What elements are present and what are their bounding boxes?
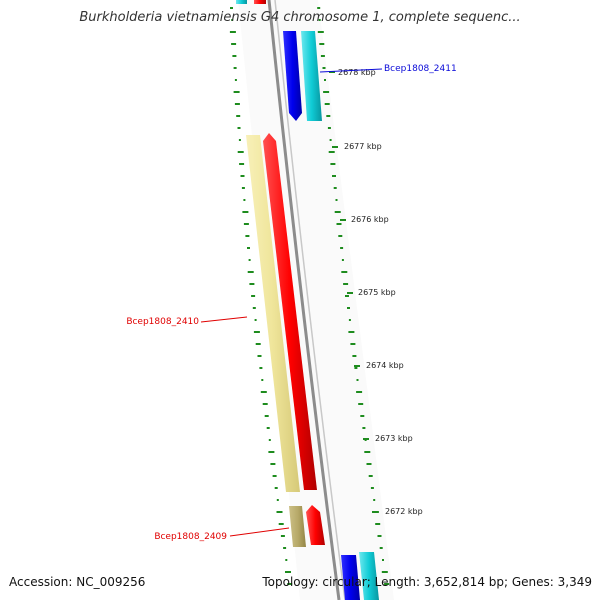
gene-label-leader-2410 (200, 316, 248, 323)
gc-skew-inner-track (229, 7, 293, 585)
gene-label-bcep1808-2409[interactable]: Bcep1808_2409 (154, 532, 227, 542)
gene-label-bcep1808-2411[interactable]: Bcep1808_2411 (384, 64, 457, 74)
feature-bottom-cyan-partial (359, 552, 379, 600)
map-title: Burkholderia vietnamiensis G4 chromosome… (79, 10, 521, 25)
tick-label: 2678 kbp (338, 68, 376, 77)
tick-label: 2677 kbp (344, 142, 382, 151)
position-ticks: 2678 kbp 2677 kbp 2676 kbp 2675 kbp 2674… (329, 68, 423, 516)
gene-bcep1808-2410-cds (263, 133, 317, 490)
tick-label: 2672 kbp (385, 507, 423, 516)
tick-label: 2676 kbp (351, 215, 389, 224)
tick-label: 2673 kbp (375, 434, 413, 443)
gene-bcep1808-2409-gene (289, 506, 306, 547)
gene-bcep1808-2410-gene (246, 135, 300, 492)
gene-bcep1808-2409-cds (306, 505, 325, 545)
gene-bcep1808-2411-gene (301, 31, 322, 121)
gene-label-leader-2411 (319, 68, 383, 73)
feature-top-cyan-partial (236, 0, 247, 4)
tick-label: 2675 kbp (358, 288, 396, 297)
gene-label-bcep1808-2410[interactable]: Bcep1808_2410 (126, 317, 199, 327)
gene-label-leader-2409 (229, 527, 290, 537)
feature-bottom-blue-partial (341, 555, 360, 600)
gene-bcep1808-2411-cds (283, 31, 302, 121)
tick-label: 2674 kbp (366, 361, 404, 370)
backbone-inner (274, 0, 346, 600)
accession-text: Accession: NC_009256 (9, 575, 146, 589)
topology-summary: Topology: circular; Length: 3,652,814 bp… (262, 575, 592, 589)
backbone-outer (267, 0, 341, 600)
feature-top-red-partial (254, 0, 266, 4)
